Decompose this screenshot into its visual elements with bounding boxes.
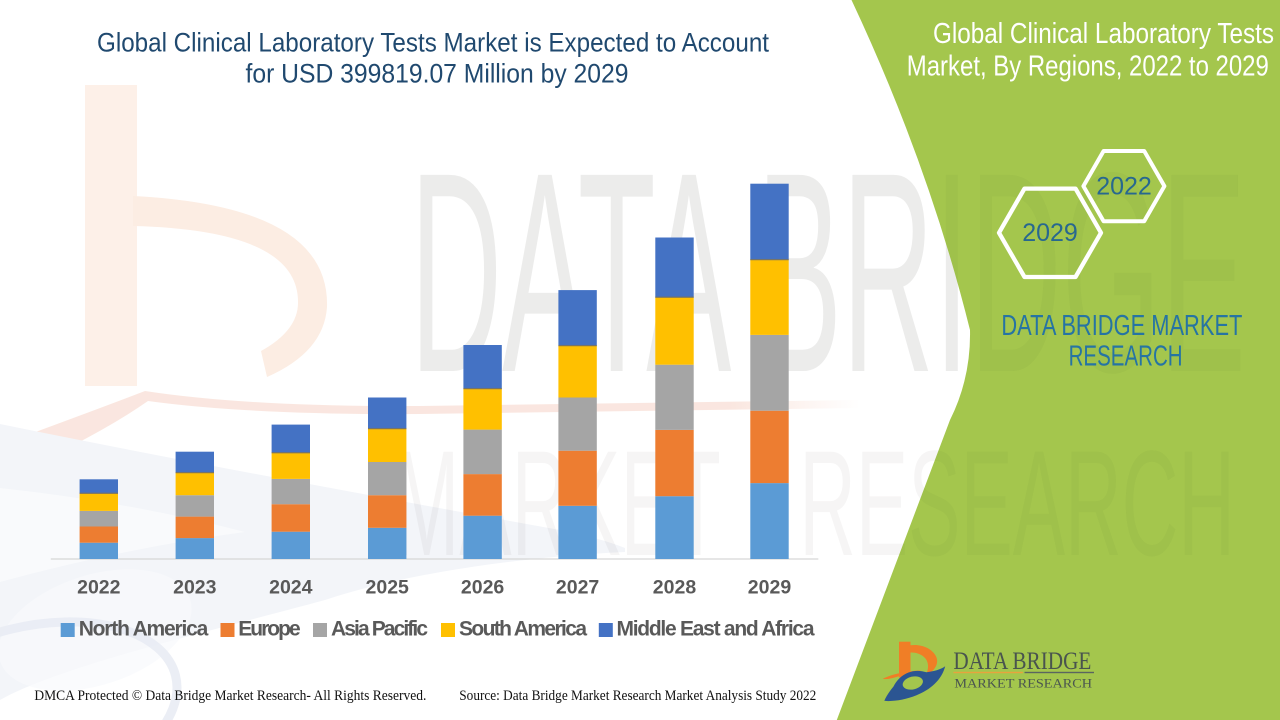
svg-text:Market, By Regions, 2022 to 20: Market, By Regions, 2022 to 2029 (907, 51, 1269, 83)
svg-text:2023: 2023 (173, 577, 217, 599)
svg-text:2022: 2022 (1096, 172, 1152, 200)
svg-text:Asia Pacific: Asia Pacific (331, 618, 428, 641)
svg-text:North America: North America (79, 618, 209, 641)
svg-text:2029: 2029 (748, 577, 792, 599)
svg-text:2027: 2027 (556, 577, 599, 599)
svg-text:for USD 399819.07 Million by 2: for USD 399819.07 Million by 2029 (246, 59, 629, 89)
svg-text:Europe: Europe (238, 618, 301, 641)
svg-text:South America: South America (459, 618, 587, 641)
svg-text:2024: 2024 (269, 577, 313, 599)
svg-text:DATA BRIDGE MARKET: DATA BRIDGE MARKET (1001, 310, 1242, 342)
svg-text:RESEARCH: RESEARCH (1069, 341, 1183, 373)
svg-text:2022: 2022 (77, 577, 121, 599)
svg-text:2029: 2029 (1022, 219, 1078, 247)
svg-text:DMCA Protected © Data Bridge M: DMCA Protected © Data Bridge Market Rese… (34, 688, 426, 704)
svg-text:Source: Data Bridge Market Res: Source: Data Bridge Market Research Mark… (459, 688, 816, 704)
svg-text:Global Clinical Laboratory Tes: Global Clinical Laboratory Tests (933, 18, 1274, 50)
svg-text:2025: 2025 (366, 577, 410, 599)
svg-text:2028: 2028 (653, 577, 697, 599)
svg-text:Global Clinical Laboratory Tes: Global Clinical Laboratory Tests Market … (97, 28, 769, 58)
svg-text:Middle East and Africa: Middle East and Africa (617, 618, 815, 641)
svg-text:MARKET RESEARCH: MARKET RESEARCH (954, 676, 1092, 691)
svg-text:DATA BRIDGE: DATA BRIDGE (953, 648, 1091, 675)
svg-text:2026: 2026 (461, 577, 505, 599)
